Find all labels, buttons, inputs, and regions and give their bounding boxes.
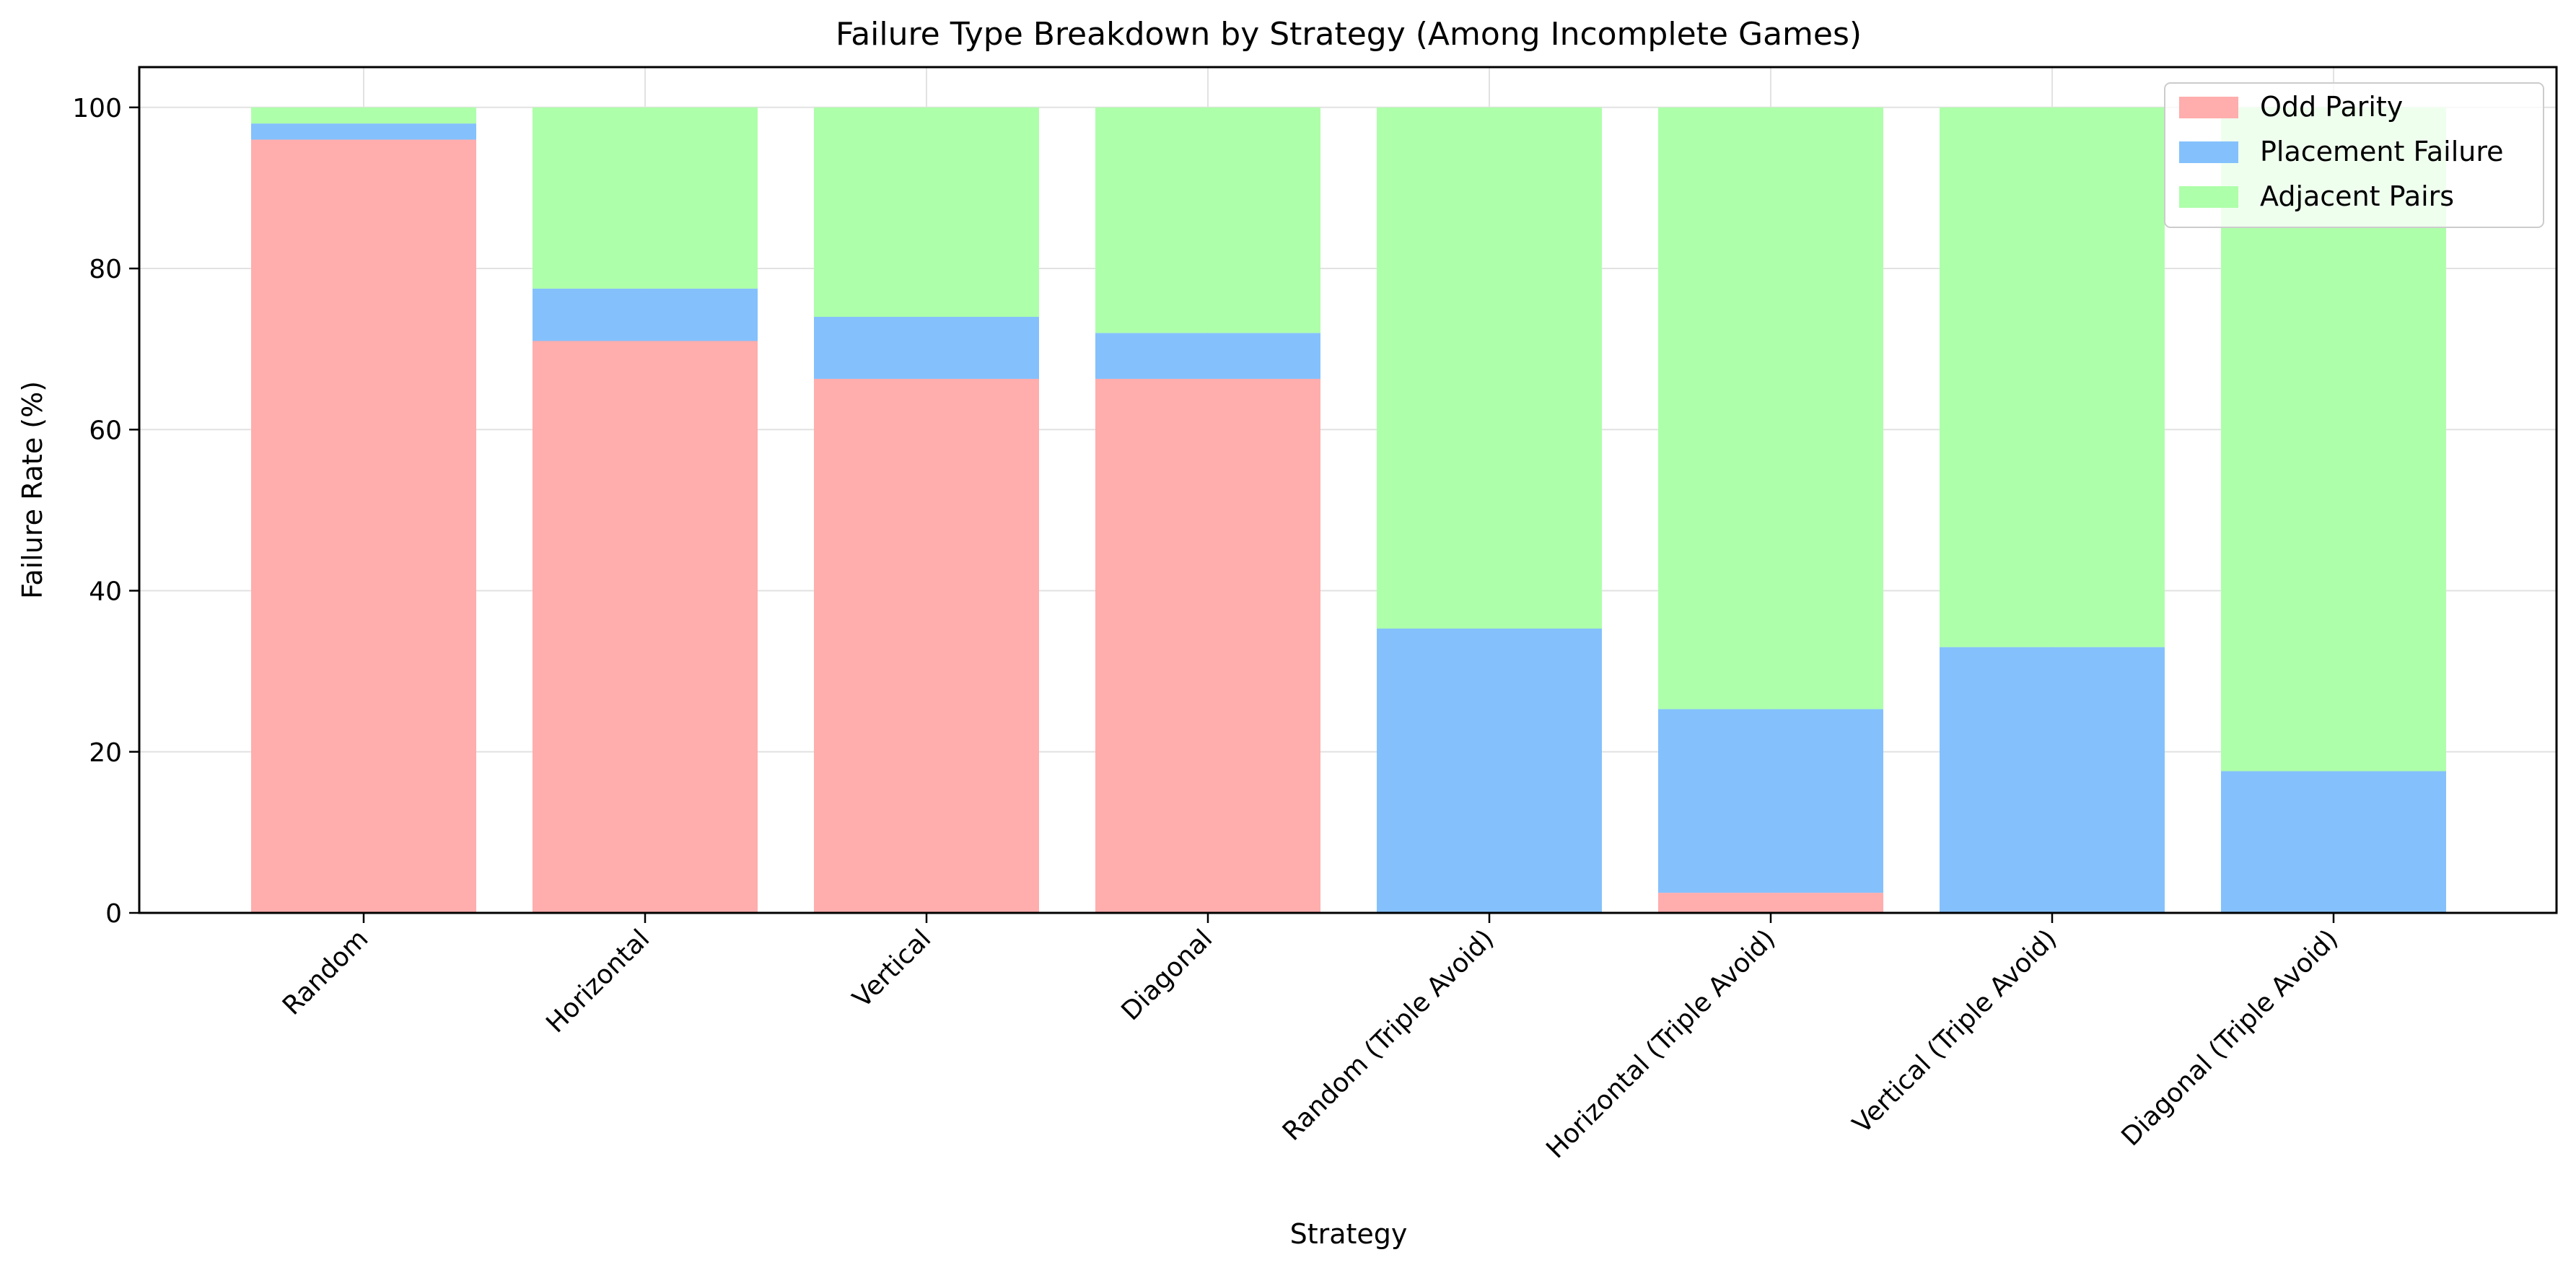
legend-label: Placement Failure [2260, 136, 2504, 167]
y-axis-label: Failure Rate (%) [17, 381, 48, 599]
bar-segment [1658, 107, 1883, 709]
legend-swatch [2179, 141, 2238, 163]
legend-label: Odd Parity [2260, 91, 2403, 123]
bar-segment [814, 317, 1039, 379]
bar-segment [814, 107, 1039, 318]
bar-segment [1940, 107, 2165, 647]
legend-swatch [2179, 97, 2238, 118]
bar-segment [251, 107, 476, 124]
bar-segment [2221, 771, 2446, 913]
y-tick-label: 0 [105, 899, 122, 929]
bar-segment [251, 139, 476, 913]
legend-label: Adjacent Pairs [2260, 180, 2454, 212]
chart-title: Failure Type Breakdown by Strategy (Amon… [836, 16, 1862, 53]
y-tick-label: 80 [89, 255, 122, 284]
plot-frame [138, 66, 2558, 914]
x-axis-label: Strategy [1290, 1218, 1408, 1250]
bar-segment [1095, 378, 1320, 913]
bar-segment [814, 378, 1039, 913]
legend-swatch [2179, 186, 2238, 208]
bar-segment [533, 341, 758, 913]
y-tick-label: 100 [72, 94, 122, 123]
bar-segment [533, 288, 758, 341]
bar-segment [533, 107, 758, 289]
y-axis: 0 20 40 60 80 100 [72, 94, 139, 929]
y-tick-label: 20 [89, 738, 122, 768]
bar-segment [1377, 628, 1602, 913]
bar-segment [251, 123, 476, 140]
y-tick-label: 60 [89, 416, 122, 445]
bar-segment [1377, 107, 1602, 629]
y-tick-label: 40 [89, 577, 122, 607]
bar-segment [1095, 333, 1320, 379]
bar-segment [1658, 893, 1883, 913]
legend-box [2164, 82, 2544, 228]
legend: Odd Parity Placement Failure Adjacent Pair… [2164, 82, 2544, 228]
bar-segment [1940, 647, 2165, 913]
bar-segment [1095, 107, 1320, 333]
bar-segment [1658, 709, 1883, 893]
